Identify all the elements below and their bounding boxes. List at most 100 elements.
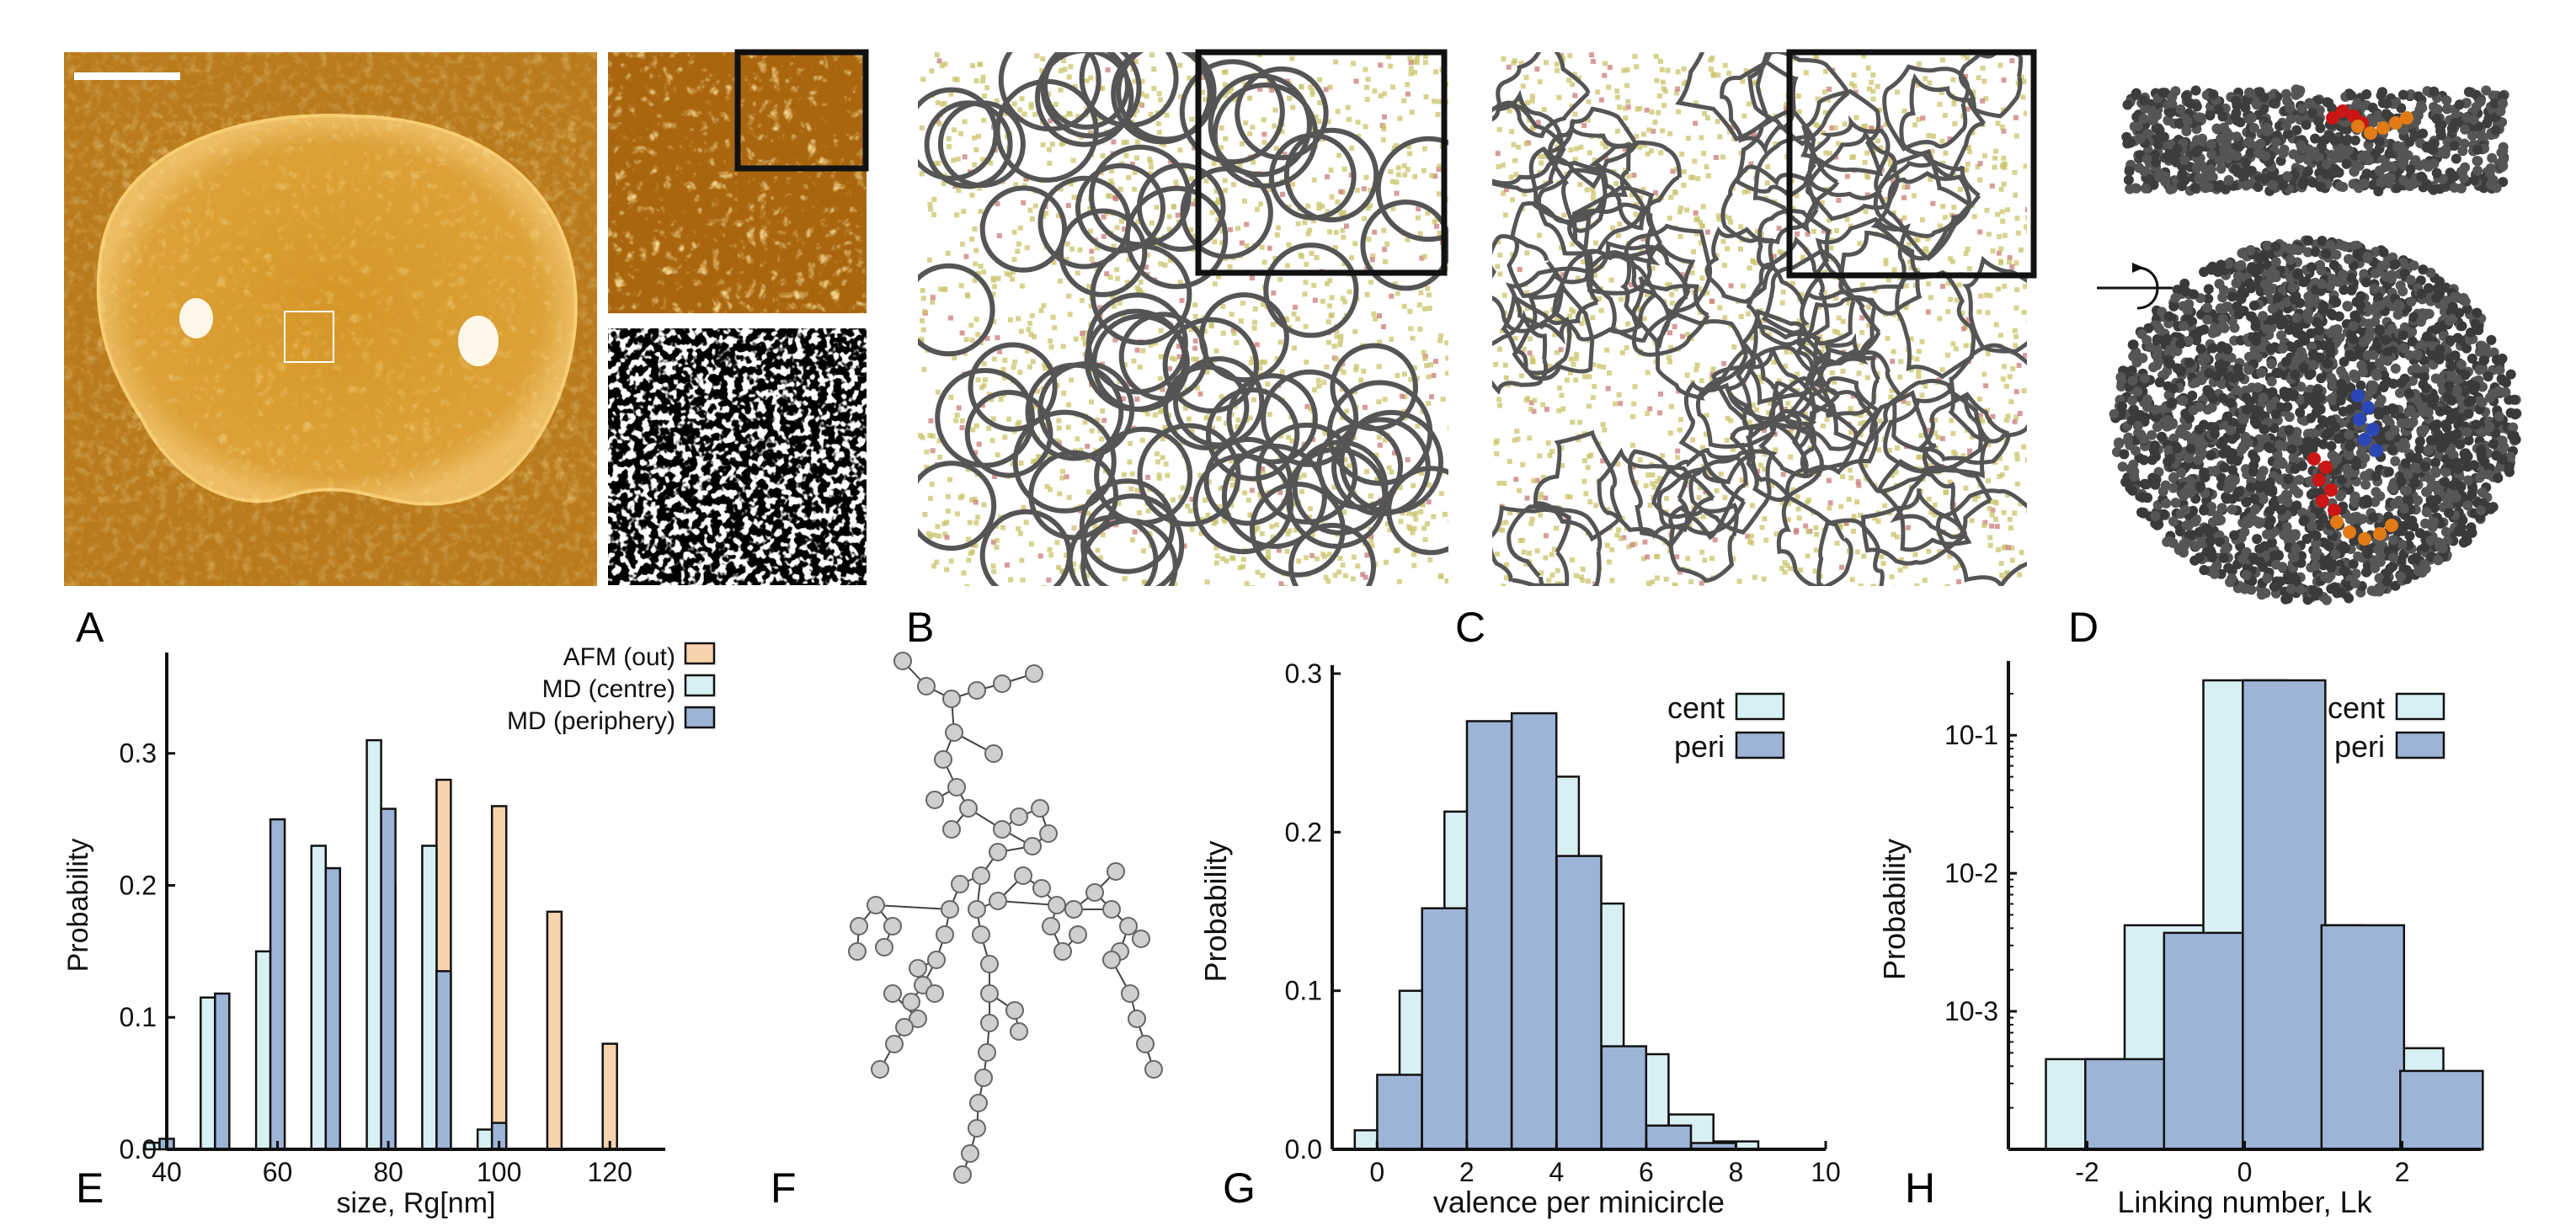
grid-dot (1283, 584, 1288, 586)
grid-dot (1172, 356, 1178, 362)
grid-dot (1061, 391, 1067, 396)
grid-dot (1251, 159, 1256, 165)
grid-dot (972, 226, 978, 232)
grid-dot (1088, 75, 1094, 81)
bead (2405, 89, 2416, 100)
grid-dot (1511, 60, 1517, 66)
grid-dot (1299, 84, 1304, 90)
grid-dot (1685, 136, 1691, 141)
grid-dot (1645, 151, 1651, 157)
grid-dot (1308, 84, 1314, 90)
grid-dot (1901, 215, 1907, 221)
grid-dot (973, 423, 979, 429)
grid-dot (928, 495, 933, 501)
grid-dot (1292, 502, 1298, 507)
minicircle (1762, 248, 1856, 346)
grid-dot (968, 322, 974, 328)
grid-dot (1189, 428, 1195, 434)
grid-dot (1987, 293, 1993, 299)
grid-dot (1192, 338, 1198, 344)
grid-dot (1587, 454, 1592, 459)
grid-dot (936, 438, 942, 444)
grid-dot (1851, 72, 1857, 78)
grid-dot (1363, 124, 1368, 130)
grid-dot (1712, 537, 1718, 543)
grid-dot (1997, 456, 2003, 461)
grid-dot (1408, 66, 1414, 72)
grid-dot (1005, 562, 1010, 568)
grid-dot (1609, 578, 1615, 584)
grid-dot (1433, 359, 1438, 365)
grid-dot (1572, 93, 1578, 99)
grid-dot (1251, 325, 1257, 331)
bead (2307, 177, 2318, 188)
grid-dot (1658, 392, 1663, 397)
grid-dot (1538, 494, 1544, 500)
grid-dot (1701, 151, 1707, 157)
grid-dot (1577, 182, 1583, 188)
grid-dot (1107, 274, 1113, 280)
grid-dot (1116, 500, 1122, 506)
bead (2317, 236, 2328, 246)
grid-dot (1859, 315, 1865, 321)
grid-dot (1715, 119, 1720, 125)
grid-dot (1850, 528, 1856, 534)
bead (2314, 325, 2325, 336)
grid-dot (1539, 570, 1544, 576)
grid-dot (1860, 124, 1866, 130)
grid-dot (937, 121, 943, 127)
grid-dot (1345, 104, 1351, 110)
grid-dot (1843, 520, 1849, 526)
grid-dot (980, 157, 986, 163)
grid-dot (1099, 436, 1105, 442)
grid-dot (1699, 580, 1704, 586)
grid-dot (1725, 415, 1731, 421)
grid-dot (1127, 459, 1133, 465)
grid-dot (975, 270, 981, 276)
grid-dot (1309, 552, 1315, 558)
grid-dot (1446, 265, 1448, 271)
grid-dot (1566, 77, 1572, 83)
grid-dot (1679, 152, 1685, 157)
grid-dot (1638, 195, 1644, 200)
grid-dot (1496, 480, 1502, 486)
grid-dot (1981, 371, 1987, 377)
grid-dot (1798, 568, 1804, 573)
grid-dot (1290, 182, 1295, 187)
grid-dot (1355, 120, 1361, 125)
grid-dot (1017, 107, 1022, 113)
grid-dot (1390, 84, 1396, 90)
grid-dot (1576, 75, 1581, 81)
grid-dot (935, 99, 941, 105)
grid-dot (1838, 504, 1844, 509)
grid-dot (1698, 485, 1704, 491)
grid-dot (1331, 484, 1337, 490)
grid-dot (2007, 374, 2013, 380)
bead (2294, 153, 2305, 164)
grid-dot (1046, 453, 1052, 459)
grid-dot (1242, 198, 1247, 204)
grid-dot (1928, 509, 1934, 515)
grid-dot (1411, 525, 1417, 531)
grid-dot (930, 448, 936, 454)
grid-dot (1131, 358, 1137, 364)
minicircle (1492, 504, 1571, 586)
grid-dot (1752, 81, 1757, 87)
bead (2277, 180, 2288, 191)
grid-dot (1052, 325, 1058, 331)
grid-dot (1776, 378, 1782, 384)
grid-dot (1064, 241, 1070, 247)
grid-dot (2021, 388, 2027, 394)
grid-dot (1846, 301, 1852, 306)
minicircle (1807, 115, 1891, 200)
grid-dot (1344, 223, 1349, 229)
bead (2179, 154, 2190, 165)
grid-dot (1931, 133, 1936, 139)
grid-dot (967, 520, 973, 525)
grid-dot (1156, 91, 1162, 97)
grid-dot (1552, 332, 1558, 338)
grid-dot (1338, 189, 1344, 195)
bead (2139, 166, 2150, 177)
grid-dot (1018, 328, 1024, 334)
grid-dot (1341, 370, 1347, 376)
